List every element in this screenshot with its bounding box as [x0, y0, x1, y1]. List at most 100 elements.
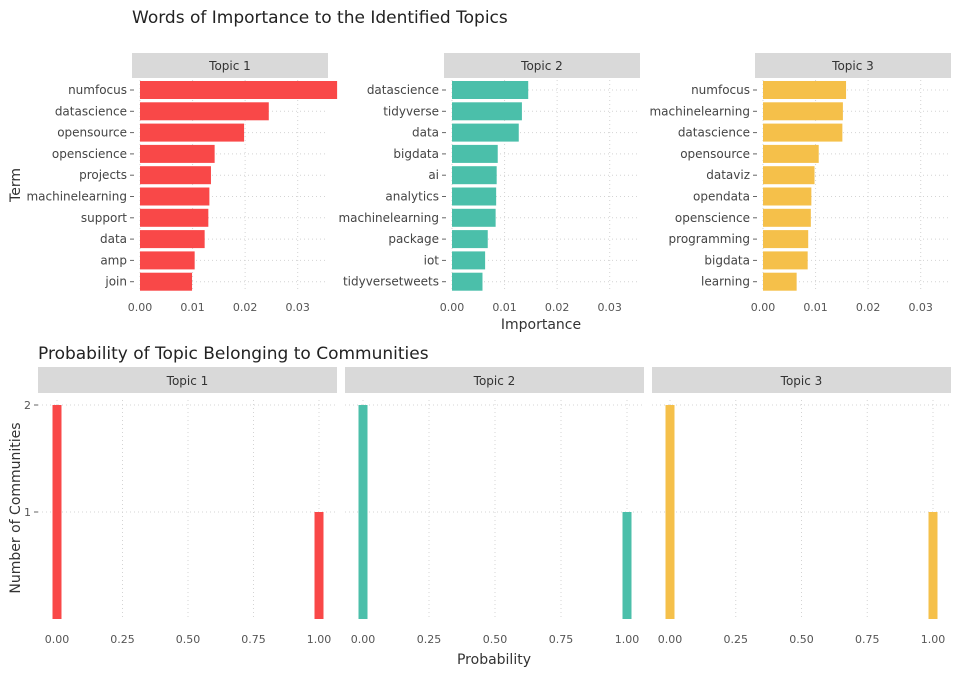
- y-tick-label: 1: [24, 506, 31, 519]
- term-label: bigdata: [704, 253, 750, 267]
- top-panels: Topic 1 0.00 0.01 0.02 0.03 numfocus datascien…: [26, 53, 951, 314]
- importance-bar: [140, 144, 215, 163]
- term-label: openscience: [52, 147, 127, 161]
- x-tick-label: 0.03: [597, 301, 622, 314]
- bottom-panel-2: Topic 2 0.00 0.25 0.50 0.75 1.00: [345, 367, 644, 646]
- probability-bar: [622, 512, 632, 619]
- importance-bar: [452, 81, 529, 99]
- importance-bar: [763, 230, 809, 249]
- facet-label: Topic 3: [831, 59, 874, 73]
- importance-bar: [763, 208, 811, 227]
- x-tick-label: 0.00: [351, 633, 376, 646]
- importance-bar: [452, 208, 496, 227]
- facet-label: Topic 1: [166, 374, 209, 388]
- term-label: analytics: [385, 190, 439, 204]
- facet-strip: [38, 367, 337, 393]
- bottom-chart-title: Probability of Topic Belonging to Commun…: [38, 344, 429, 364]
- term-label: bigdata: [393, 147, 439, 161]
- term-label: programming: [669, 232, 750, 246]
- top-y-axis-label: Term: [8, 168, 24, 203]
- probability-bar: [358, 405, 368, 619]
- probability-bar: [52, 405, 62, 619]
- probability-bar: [928, 512, 938, 619]
- term-label: datascience: [367, 83, 439, 97]
- importance-bar: [452, 187, 497, 206]
- term-label: numfocus: [68, 83, 127, 97]
- term-label: iot: [424, 253, 440, 267]
- importance-bar: [452, 272, 483, 291]
- y-tick-label: 2: [24, 399, 31, 412]
- bottom-panel-1: Topic 1 1 2 0.00 0.25 0.50 0.75 1.00: [24, 367, 337, 646]
- importance-bar: [763, 272, 797, 291]
- facet-label: Topic 3: [780, 374, 823, 388]
- term-label: machinelearning: [26, 190, 127, 204]
- importance-bar: [763, 251, 808, 270]
- term-label: package: [388, 232, 439, 246]
- importance-bar: [140, 187, 210, 206]
- facet-strip: [132, 53, 328, 78]
- x-tick-label: 0.25: [110, 633, 135, 646]
- importance-bar: [763, 166, 815, 185]
- term-label: machinelearning: [649, 104, 750, 118]
- term-label: opensource: [680, 147, 750, 161]
- x-tick-label: 0.00: [128, 301, 153, 314]
- facet-strip: [345, 367, 644, 393]
- term-label: support: [81, 211, 127, 225]
- x-tick-label: 0.25: [724, 633, 749, 646]
- importance-bar: [452, 102, 522, 121]
- term-label: dataviz: [706, 168, 750, 182]
- term-label: data: [100, 232, 127, 246]
- importance-bar: [140, 166, 211, 185]
- term-label: opendata: [693, 190, 750, 204]
- term-label: learning: [701, 275, 750, 289]
- importance-bar: [763, 81, 847, 99]
- facet-strip: [652, 367, 951, 393]
- top-panel-2: Topic 2 0.00 0.01 0.02 0.03 datascience tidyve…: [338, 53, 640, 314]
- term-label: machinelearning: [338, 211, 439, 225]
- importance-bar: [763, 123, 843, 142]
- x-tick-label: 0.03: [908, 301, 933, 314]
- term-label: datascience: [55, 104, 127, 118]
- bottom-panels: Topic 1 1 2 0.00 0.25 0.50 0.75 1.00 Topic 2 0.00…: [24, 367, 951, 646]
- facet-label: Topic 2: [520, 59, 563, 73]
- term-label: opensource: [57, 126, 127, 140]
- bottom-panel-3: Topic 3 0.00 0.25 0.50 0.75 1.00: [652, 367, 951, 646]
- x-tick-label: 0.00: [751, 301, 776, 314]
- term-label: tidyverse: [383, 104, 439, 118]
- x-tick-label: 0.75: [549, 633, 574, 646]
- x-tick-label: 1.00: [307, 633, 332, 646]
- term-label: amp: [100, 253, 127, 267]
- x-tick-label: 0.50: [176, 633, 201, 646]
- x-tick-label: 0.50: [789, 633, 814, 646]
- term-label: numfocus: [691, 83, 750, 97]
- probability-bar: [665, 405, 675, 619]
- top-chart-title: Words of Importance to the Identified To…: [132, 8, 508, 28]
- importance-bar: [452, 123, 519, 142]
- x-tick-label: 0.75: [855, 633, 880, 646]
- importance-bar: [140, 81, 338, 99]
- term-label: ai: [428, 168, 439, 182]
- top-panel-3: Topic 3 0.00 0.01 0.02 0.03 numfocus machinele…: [649, 53, 951, 314]
- x-tick-label: 0.25: [417, 633, 442, 646]
- importance-bar: [140, 272, 193, 291]
- importance-bar: [452, 251, 486, 270]
- term-label: tidyversetweets: [343, 275, 439, 289]
- x-tick-label: 0.00: [440, 301, 465, 314]
- x-tick-label: 1.00: [921, 633, 946, 646]
- importance-bar: [140, 102, 269, 121]
- facet-label: Topic 1: [208, 59, 251, 73]
- x-tick-label: 0.00: [45, 633, 70, 646]
- importance-bar: [140, 251, 195, 270]
- term-label: data: [412, 126, 439, 140]
- importance-bar: [140, 123, 245, 142]
- facet-label: Topic 2: [473, 374, 516, 388]
- importance-bar: [140, 230, 205, 249]
- term-label: join: [104, 275, 127, 289]
- probability-bar: [314, 512, 324, 619]
- importance-bar: [763, 102, 843, 121]
- bottom-y-axis-label: Number of Communities: [8, 422, 24, 593]
- x-tick-label: 0.01: [180, 301, 205, 314]
- bottom-x-axis-label: Probability: [457, 652, 531, 668]
- x-tick-label: 0.75: [241, 633, 266, 646]
